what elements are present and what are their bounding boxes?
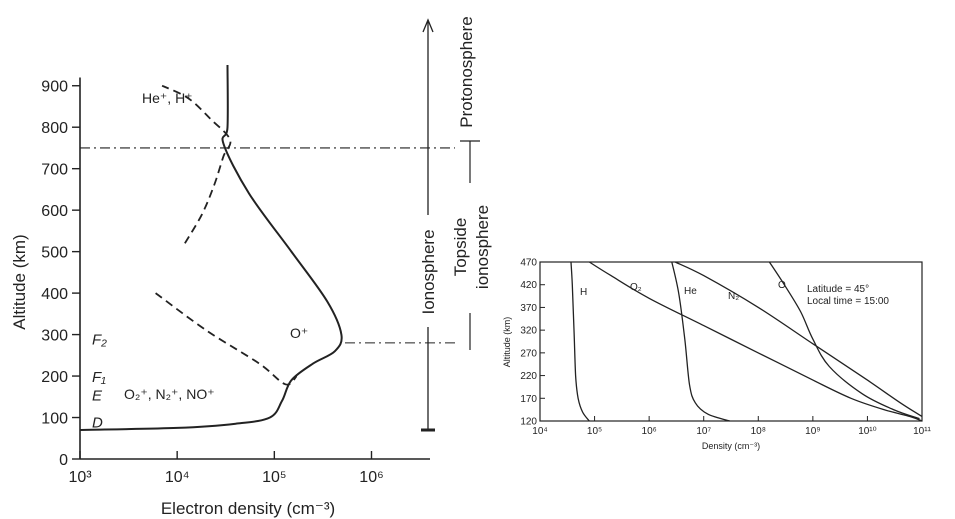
right-series-label-o2: O₂ <box>630 282 642 293</box>
right-y-tick-label: 370 <box>520 303 537 314</box>
right-x-tick-label: 10⁵ <box>587 426 602 437</box>
right-x-tick-label: 10⁹ <box>805 426 820 437</box>
right-series-line-o2 <box>588 261 923 422</box>
left-x-tick-label: 10⁵ <box>262 469 286 486</box>
right-y-tick-label: 270 <box>520 348 537 359</box>
right-x-axis-label: Density (cm⁻³) <box>702 441 760 451</box>
topside-label-bg <box>460 183 498 313</box>
local-time-annotation: Local time = 15:00 <box>807 296 889 307</box>
right-plot-frame <box>539 261 923 422</box>
electron-density-chart: 0 100 200 300 400 500 600 700 800 900 10³ 10⁴ 10⁵ 10⁶… <box>10 16 498 518</box>
layer-label-f2: F₂ <box>92 332 107 349</box>
right-y-tick-label: 120 <box>520 417 537 428</box>
left-y-tick-label: 300 <box>41 328 68 345</box>
protonosphere-label: Protonosphere <box>457 16 476 128</box>
right-y-tick-label: 320 <box>520 326 537 337</box>
layer-label-d: D <box>92 415 103 432</box>
right-x-tick-label: 10¹¹ <box>913 426 931 437</box>
topside-label-line1: Topside <box>451 218 470 277</box>
left-y-tick-label: 700 <box>41 162 68 179</box>
series-line-o2-n2-no <box>155 292 298 386</box>
right-series-label-he: He <box>684 286 697 297</box>
right-series-line-o <box>768 261 920 420</box>
right-x-tick-label: 10⁴ <box>532 426 547 437</box>
left-y-tick-label: 100 <box>41 411 68 428</box>
left-y-tick-label: 800 <box>41 120 68 137</box>
left-x-tick-label: 10⁴ <box>165 469 190 486</box>
right-series-line-h <box>570 261 590 422</box>
right-y-axis-label: Altitude (km) <box>502 317 512 368</box>
ionosphere-arrow-head <box>422 18 434 33</box>
series-label-he-h: He⁺, H⁺ <box>142 90 193 106</box>
neutral-density-chart: 120 170 220 270 320 370 420 470 10⁴ 10⁵ 10⁶ 10⁷ 10⁸ 1… <box>502 258 932 452</box>
topside-label-line2: ionosphere <box>473 205 492 289</box>
series-line-he-h <box>161 84 232 244</box>
left-x-tick-label: 10³ <box>68 469 92 486</box>
left-y-tick-label: 400 <box>41 286 68 303</box>
ionosphere-label: Ionosphere <box>419 229 438 314</box>
left-y-tick-label: 0 <box>59 452 68 469</box>
left-x-tick-label: 10⁶ <box>359 469 383 486</box>
left-y-tick-label: 200 <box>41 369 68 386</box>
right-series-label-h: H <box>580 287 587 298</box>
series-label-o2-n2-no: O₂⁺, N₂⁺, NO⁺ <box>124 386 215 402</box>
right-x-tick-label: 10⁸ <box>751 426 766 437</box>
right-y-tick-label: 470 <box>520 258 537 269</box>
left-y-tick-label: 900 <box>41 79 68 96</box>
left-y-axis-label: Altitude (km) <box>10 234 29 329</box>
right-x-tick-label: 10⁶ <box>642 426 657 437</box>
right-y-tick-label: 220 <box>520 371 537 382</box>
layer-label-e: E <box>92 388 103 405</box>
series-label-o: O⁺ <box>290 325 308 341</box>
right-x-tick-label: 10⁷ <box>696 426 711 437</box>
left-y-tick-label: 500 <box>41 245 68 262</box>
left-y-tick-label: 600 <box>41 203 68 220</box>
left-x-axis-label: Electron density (cm⁻³) <box>161 499 335 518</box>
right-series-label-o: O <box>778 280 786 291</box>
layer-label-f1: F₁ <box>92 369 106 386</box>
ionosphere-label-bg <box>419 215 437 327</box>
right-y-tick-label: 420 <box>520 280 537 291</box>
right-series-line-n2 <box>674 261 923 418</box>
right-series-label-n2: N₂ <box>728 291 739 302</box>
right-y-tick-label: 170 <box>520 394 537 405</box>
latitude-annotation: Latitude = 45° <box>807 284 869 295</box>
series-line-o <box>79 64 343 431</box>
right-series-line-he <box>671 261 730 422</box>
right-x-tick-label: 10¹⁰ <box>858 426 876 437</box>
